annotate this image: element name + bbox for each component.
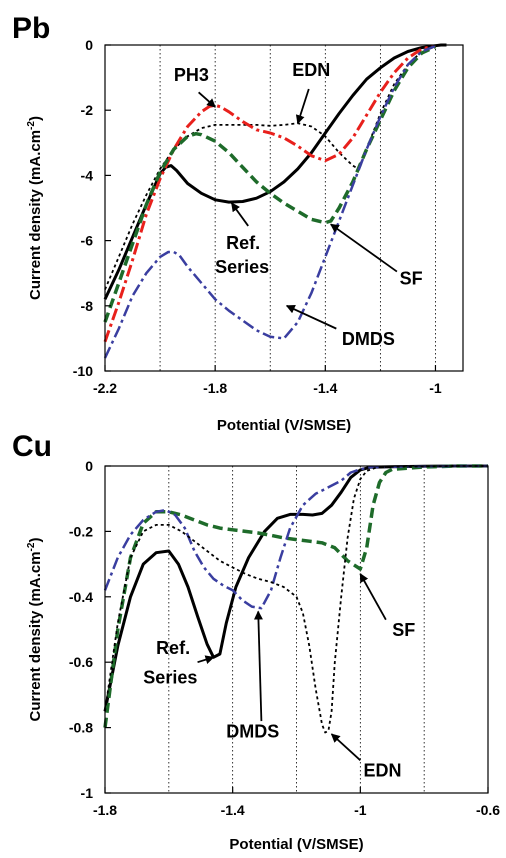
panel-cu: 0-0.2-0.4-0.6-0.8-1-1.8 -1.4 -1 -0.6Potenti… bbox=[12, 430, 500, 853]
y-tick-label: -0.6 bbox=[69, 654, 93, 670]
x-tick-label: -1 bbox=[354, 802, 367, 818]
annotation-arrow bbox=[198, 91, 216, 108]
series-line-sf bbox=[103, 464, 488, 728]
plot-frame bbox=[104, 465, 489, 794]
series-line-sf bbox=[103, 45, 437, 323]
panel-label: Cu bbox=[12, 430, 52, 463]
x-axis-label: Potential (V/SMSE) bbox=[229, 836, 363, 853]
x-tick-label: -0.6 bbox=[476, 802, 500, 818]
x-tick-label: -1.8 bbox=[203, 380, 227, 396]
y-axis-label-superscript: -2 bbox=[26, 121, 37, 130]
x-tick-label: -2.2 bbox=[93, 380, 117, 396]
annotation-label: SF bbox=[400, 269, 423, 289]
annotation-arrow bbox=[197, 655, 215, 664]
y-tick-label: 0 bbox=[85, 37, 93, 53]
annotation-label: EDN bbox=[364, 761, 402, 781]
x-axis-label: Potential (V/SMSE) bbox=[217, 417, 351, 434]
annotation-label: EDN bbox=[292, 60, 330, 80]
y-tick-label: -10 bbox=[73, 363, 93, 379]
series-line-dmds bbox=[103, 464, 488, 610]
y-tick-label: -6 bbox=[81, 233, 94, 249]
series-line-dmds bbox=[103, 44, 436, 359]
panel-pb: 0 -2 -4 -6 -8 -10-2.2 -1.8 -1.4 -1 Potential (V/S… bbox=[12, 12, 464, 434]
annotation-label: Series bbox=[143, 667, 197, 687]
y-tick-label: -0.4 bbox=[69, 589, 93, 605]
annotation-arrow bbox=[253, 610, 263, 722]
annotation-label: Ref. bbox=[226, 233, 260, 253]
series-line-edn bbox=[104, 465, 488, 734]
y-axis-label-close: ) bbox=[27, 116, 44, 121]
x-tick-label: -1.4 bbox=[313, 380, 337, 396]
series-line-ph3 bbox=[103, 44, 436, 343]
annotation-label: Ref. bbox=[156, 638, 190, 658]
y-tick-label: 0 bbox=[85, 458, 93, 474]
y-tick-label: -4 bbox=[81, 167, 94, 183]
x-tick-label: -1 bbox=[429, 380, 442, 396]
x-tick-label: -1.4 bbox=[221, 802, 245, 818]
annotation-arrow bbox=[359, 573, 387, 621]
y-axis-label-text: Current density (mA.cm bbox=[27, 130, 44, 300]
annotation-arrow bbox=[330, 733, 361, 761]
y-axis-label-close: ) bbox=[27, 538, 44, 543]
y-axis-label: Current density (mA.cm-2) bbox=[26, 538, 44, 722]
y-tick-label: -0.8 bbox=[69, 720, 93, 736]
y-axis-label: Current density (mA.cm-2) bbox=[26, 116, 44, 300]
annotation-label: Series bbox=[215, 257, 269, 277]
y-tick-label: -8 bbox=[81, 298, 94, 314]
y-tick-label: -0.2 bbox=[69, 523, 93, 539]
annotation-arrow bbox=[230, 202, 249, 227]
plot-frame bbox=[104, 44, 464, 372]
annotation-label: DMDS bbox=[226, 721, 279, 741]
annotation-label: DMDS bbox=[342, 329, 395, 349]
annotation-arrow bbox=[330, 223, 398, 273]
y-axis-label-text: Current density (mA.cm bbox=[27, 551, 44, 721]
y-tick-label: -2 bbox=[81, 102, 94, 118]
annotation-arrow bbox=[295, 88, 310, 125]
y-tick-label: -1 bbox=[81, 785, 94, 801]
annotation-label: PH3 bbox=[174, 65, 209, 85]
y-axis-label-superscript: -2 bbox=[26, 542, 37, 551]
annotation-label: SF bbox=[392, 620, 415, 640]
annotation-arrow bbox=[285, 304, 337, 330]
panel-label: Pb bbox=[12, 12, 50, 45]
x-tick-label: -1.8 bbox=[93, 802, 117, 818]
